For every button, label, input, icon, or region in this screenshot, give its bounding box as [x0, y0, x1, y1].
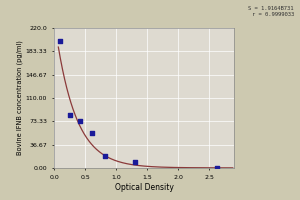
- Point: [58, 39, 63, 42]
- Y-axis label: Bovine IFNB concentration (pg/ml): Bovine IFNB concentration (pg/ml): [16, 41, 22, 155]
- Point: [78, 120, 82, 123]
- Point: [103, 155, 107, 158]
- Point: [132, 161, 137, 164]
- X-axis label: Optical Density: Optical Density: [115, 183, 173, 192]
- Point: [90, 131, 95, 135]
- Point: [214, 166, 219, 169]
- Point: [67, 113, 72, 117]
- Text: S = 1.9164B731
r = 0.9999033: S = 1.9164B731 r = 0.9999033: [248, 6, 294, 17]
